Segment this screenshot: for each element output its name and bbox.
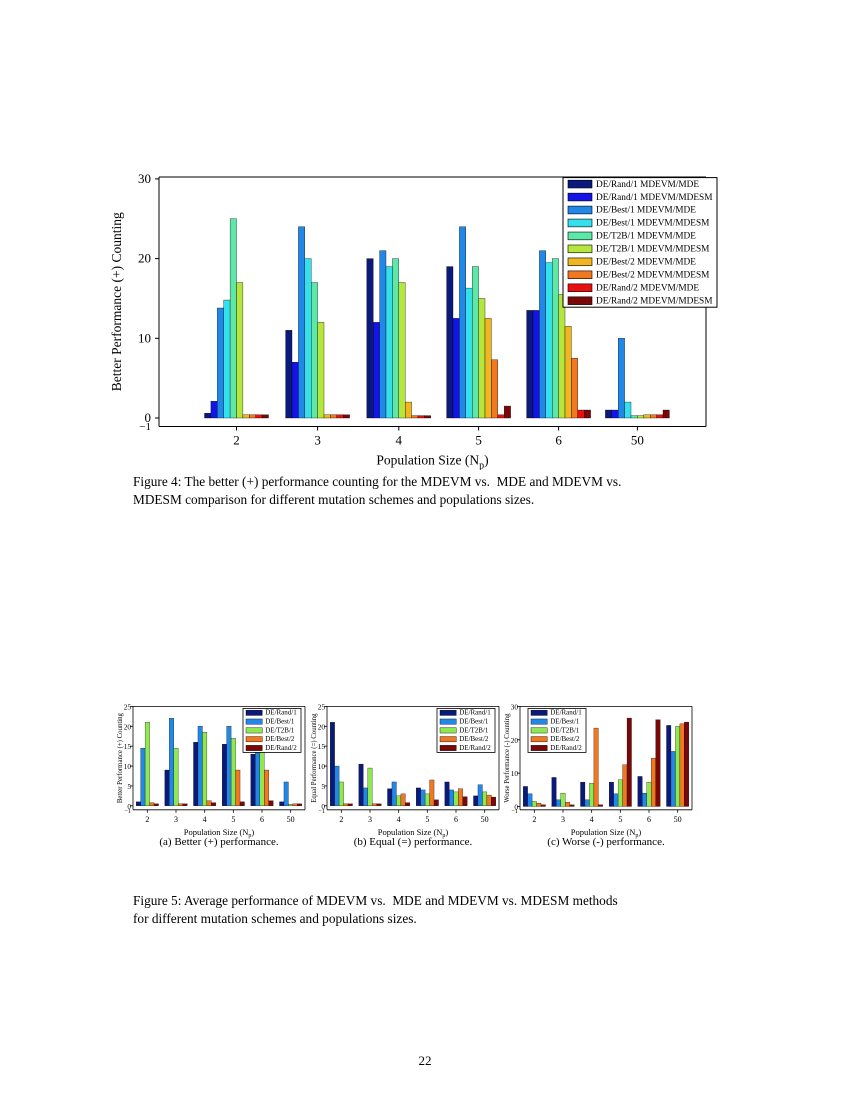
svg-text:5: 5 xyxy=(618,815,622,824)
svg-text:DE/Best/1 MDEVM/MDE: DE/Best/1 MDEVM/MDE xyxy=(596,206,696,216)
svg-text:4: 4 xyxy=(203,815,207,824)
svg-text:5: 5 xyxy=(425,815,429,824)
svg-text:DE/Best/1: DE/Best/1 xyxy=(550,717,580,725)
svg-text:5: 5 xyxy=(231,815,235,824)
svg-text:Equal Performance (=) Counting: Equal Performance (=) Counting xyxy=(311,713,318,803)
svg-text:DE/Rand/2: DE/Rand/2 xyxy=(265,744,297,752)
svg-text:DE/Best/2: DE/Best/2 xyxy=(459,735,489,743)
svg-text:Population Size (Np): Population Size (Np) xyxy=(376,453,488,471)
svg-text:DE/Rand/1: DE/Rand/1 xyxy=(265,709,297,717)
svg-text:4: 4 xyxy=(397,815,401,824)
svg-text:50: 50 xyxy=(631,433,644,448)
svg-text:6: 6 xyxy=(454,815,458,824)
svg-text:Better Performance (+) Countin: Better Performance (+) Counting xyxy=(117,712,124,803)
svg-text:DE/Best/1: DE/Best/1 xyxy=(459,717,489,725)
svg-text:10: 10 xyxy=(124,762,132,771)
svg-text:(b) Equal (=) performance.: (b) Equal (=) performance. xyxy=(354,836,473,848)
svg-text:50: 50 xyxy=(674,815,682,824)
svg-text:DE/T2B/1 MDEVM/MDE: DE/T2B/1 MDEVM/MDE xyxy=(596,232,696,242)
svg-text:20: 20 xyxy=(318,722,326,731)
svg-text:DE/Best/2: DE/Best/2 xyxy=(265,735,295,743)
svg-text:20: 20 xyxy=(124,722,132,731)
svg-text:5: 5 xyxy=(127,782,131,791)
svg-text:5: 5 xyxy=(475,433,482,448)
svg-text:DE/Rand/2: DE/Rand/2 xyxy=(550,744,582,752)
svg-text:DE/Rand/1: DE/Rand/1 xyxy=(459,709,491,717)
svg-text:DE/T2B/1 MDEVM/MDESM: DE/T2B/1 MDEVM/MDESM xyxy=(596,245,709,255)
svg-text:2: 2 xyxy=(233,433,240,448)
svg-text:3: 3 xyxy=(174,815,178,824)
svg-text:DE/Rand/2: DE/Rand/2 xyxy=(459,744,491,752)
svg-text:10: 10 xyxy=(318,762,326,771)
svg-text:50: 50 xyxy=(481,815,489,824)
svg-text:50: 50 xyxy=(287,815,295,824)
svg-text:3: 3 xyxy=(368,815,372,824)
svg-text:10: 10 xyxy=(138,330,151,345)
svg-text:2: 2 xyxy=(339,815,343,824)
svg-text:DE/Best/2 MDEVM/MDE: DE/Best/2 MDEVM/MDE xyxy=(596,258,696,268)
svg-text:4: 4 xyxy=(590,815,594,824)
svg-text:Better Performance (+) Countin: Better Performance (+) Counting xyxy=(109,212,124,391)
svg-text:DE/Rand/2 MDEVM/MDE: DE/Rand/2 MDEVM/MDE xyxy=(596,283,699,293)
svg-text:20: 20 xyxy=(511,736,519,745)
svg-text:3: 3 xyxy=(561,815,565,824)
svg-text:30: 30 xyxy=(511,702,519,711)
svg-text:DE/Best/2: DE/Best/2 xyxy=(550,735,580,743)
svg-text:DE/T2B/1: DE/T2B/1 xyxy=(265,726,295,734)
svg-text:25: 25 xyxy=(124,702,132,711)
svg-text:3: 3 xyxy=(314,433,321,448)
svg-text:15: 15 xyxy=(318,742,326,751)
svg-text:30: 30 xyxy=(138,171,151,186)
svg-text:6: 6 xyxy=(555,433,562,448)
svg-text:DE/Rand/2 MDEVM/MDESM: DE/Rand/2 MDEVM/MDESM xyxy=(596,296,712,306)
svg-text:DE/T2B/1: DE/T2B/1 xyxy=(459,726,489,734)
svg-text:DE/Best/2 MDEVM/MDESM: DE/Best/2 MDEVM/MDESM xyxy=(596,271,709,281)
svg-text:(c) Worse (-) performance.: (c) Worse (-) performance. xyxy=(547,836,665,848)
svg-text:DE/Rand/1: DE/Rand/1 xyxy=(550,709,582,717)
svg-text:DE/Best/1: DE/Best/1 xyxy=(265,717,295,725)
svg-text:6: 6 xyxy=(647,815,651,824)
svg-text:DE/Rand/1 MDEVM/MDE: DE/Rand/1 MDEVM/MDE xyxy=(596,180,699,190)
svg-text:2: 2 xyxy=(532,815,536,824)
svg-text:10: 10 xyxy=(511,769,519,778)
svg-text:2: 2 xyxy=(145,815,149,824)
svg-text:DE/Rand/1 MDEVM/MDESM: DE/Rand/1 MDEVM/MDESM xyxy=(596,193,712,203)
svg-text:(a) Better (+) performance.: (a) Better (+) performance. xyxy=(159,836,278,848)
svg-text:−1: −1 xyxy=(511,808,518,815)
svg-text:−1: −1 xyxy=(124,808,131,815)
svg-text:25: 25 xyxy=(318,702,326,711)
svg-text:−1: −1 xyxy=(139,421,151,433)
svg-text:20: 20 xyxy=(138,251,151,266)
svg-text:15: 15 xyxy=(124,742,132,751)
svg-text:6: 6 xyxy=(260,815,264,824)
svg-text:DE/Best/1 MDEVM/MDESM: DE/Best/1 MDEVM/MDESM xyxy=(596,219,709,229)
svg-text:Worse Performance (-) Counting: Worse Performance (-) Counting xyxy=(504,713,511,803)
svg-text:5: 5 xyxy=(321,782,325,791)
svg-text:4: 4 xyxy=(396,433,403,448)
svg-text:DE/T2B/1: DE/T2B/1 xyxy=(550,726,580,734)
svg-text:−1: −1 xyxy=(318,808,325,815)
